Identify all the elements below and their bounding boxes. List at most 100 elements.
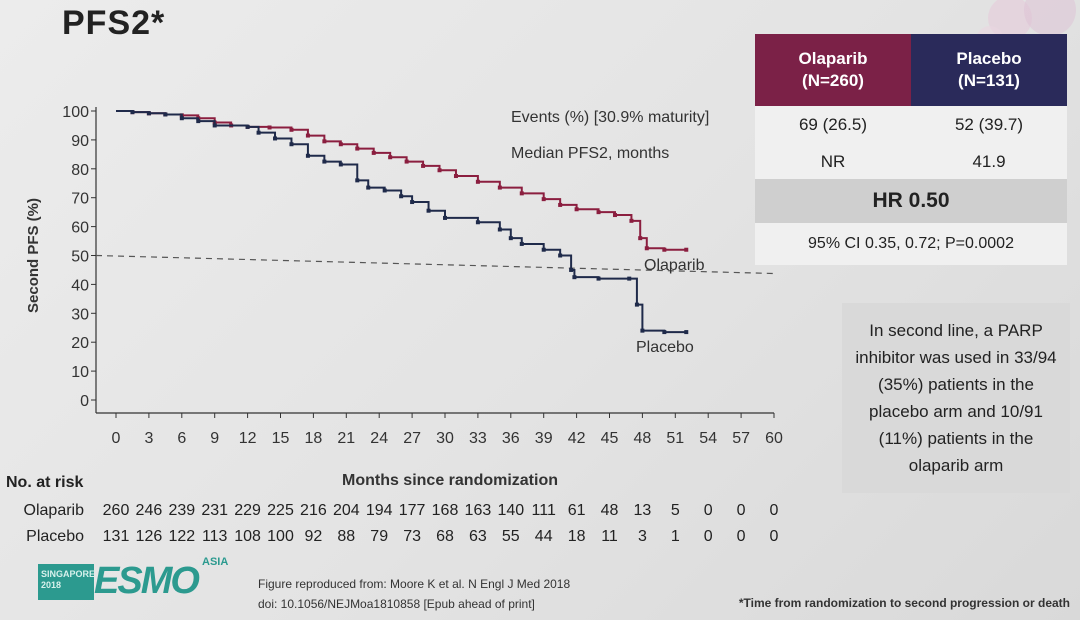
at-risk-value: 225 [267, 502, 294, 519]
censor-mark-placebo [662, 330, 667, 335]
censor-mark-placebo [627, 276, 632, 281]
at-risk-value: 79 [370, 528, 388, 545]
censor-mark-olaparib [289, 127, 294, 132]
y-tick-label: 90 [71, 133, 89, 150]
censor-mark-olaparib [612, 213, 617, 218]
at-risk-value: 44 [535, 528, 553, 545]
x-tick-label: 18 [305, 430, 323, 447]
at-risk-value: 0 [770, 528, 779, 545]
censor-mark-placebo [130, 110, 135, 115]
parp-inhibitor-note: In second line, a PARP inhibitor was use… [842, 303, 1070, 493]
at-risk-value: 5 [671, 502, 680, 519]
at-risk-value: 131 [103, 528, 130, 545]
x-axis-title: Months since randomization [342, 472, 558, 489]
y-tick-label: 20 [71, 335, 89, 352]
at-risk-value: 239 [168, 502, 195, 519]
x-tick-label: 9 [210, 430, 219, 447]
at-risk-row-label: Placebo [26, 528, 84, 545]
at-risk-value: 229 [234, 502, 261, 519]
censor-mark-placebo [212, 123, 217, 128]
censor-mark-placebo [399, 194, 404, 199]
stats-table: Olaparib (N=260) Placebo (N=131) 69 (26.… [755, 34, 1067, 265]
censor-mark-olaparib [684, 247, 689, 252]
censor-mark-placebo [640, 328, 645, 333]
at-risk-value: 0 [770, 502, 779, 519]
x-tick-label: 60 [765, 430, 783, 447]
placebo-header: Placebo (N=131) [911, 34, 1067, 106]
censor-mark-placebo [443, 215, 447, 220]
at-risk-value: 163 [465, 502, 492, 519]
censor-mark-placebo [305, 153, 310, 158]
stats-table-header: Olaparib (N=260) Placebo (N=131) [755, 34, 1067, 106]
at-risk-value: 108 [234, 528, 261, 545]
at-risk-value: 113 [202, 528, 228, 545]
at-risk-value: 63 [469, 528, 487, 545]
x-tick-label: 12 [239, 430, 257, 447]
censor-mark-placebo [684, 330, 689, 335]
x-tick-label: 48 [634, 430, 652, 447]
censor-mark-placebo [410, 200, 415, 205]
censor-mark-olaparib [388, 155, 393, 160]
logo-esmo: ESMO [94, 560, 200, 602]
censor-mark-placebo [245, 124, 250, 129]
at-risk-value: 246 [136, 502, 163, 519]
olaparib-header: Olaparib (N=260) [755, 34, 911, 106]
censor-mark-placebo [572, 275, 577, 280]
censor-mark-olaparib [355, 146, 360, 151]
censor-mark-placebo [273, 136, 278, 141]
logo-asia: ASIA [202, 556, 229, 568]
x-tick-label: 3 [144, 430, 153, 447]
median-pfs2-label: Median PFS2, months [511, 145, 669, 162]
y-tick-label: 50 [71, 249, 89, 266]
x-tick-label: 24 [370, 430, 388, 447]
censor-mark-olaparib [629, 218, 634, 223]
censor-mark-olaparib [437, 168, 442, 173]
x-tick-label: 36 [502, 430, 520, 447]
slide-title: PFS2* [62, 4, 166, 42]
y-tick-label: 40 [71, 277, 89, 294]
at-risk-value: 168 [432, 502, 459, 519]
censor-mark-placebo [475, 220, 480, 225]
x-tick-label: 39 [535, 430, 553, 447]
censor-mark-placebo [596, 276, 601, 281]
censor-mark-placebo [426, 208, 431, 213]
at-risk-value: 73 [403, 528, 421, 545]
censor-mark-olaparib [541, 197, 546, 202]
censor-mark-placebo [179, 116, 184, 121]
censor-mark-olaparib [371, 150, 376, 155]
at-risk-value: 204 [333, 502, 360, 519]
at-risk-value: 0 [704, 528, 713, 545]
x-tick-label: 45 [601, 430, 619, 447]
censor-mark-placebo [541, 247, 546, 252]
median-olaparib-cell: NR [820, 151, 846, 171]
at-risk-value: 1 [671, 528, 680, 545]
footnote: *Time from randomization to second progr… [738, 596, 1070, 610]
logo-location: SINGAPORE 2018 [38, 564, 95, 600]
x-tick-label: 27 [403, 430, 421, 447]
censor-mark-olaparib [519, 191, 524, 196]
at-risk-value: 177 [399, 502, 426, 519]
censor-mark-placebo [569, 267, 574, 272]
at-risk-value: 88 [337, 528, 355, 545]
x-tick-label: 30 [436, 430, 454, 447]
at-risk-value: 0 [704, 502, 713, 519]
x-tick-label: 21 [337, 430, 355, 447]
x-tick-label: 6 [177, 430, 186, 447]
at-risk-value: 140 [497, 502, 524, 519]
censor-mark-olaparib [453, 174, 458, 179]
at-risk-value: 68 [436, 528, 454, 545]
censor-mark-placebo [289, 142, 294, 147]
censor-mark-placebo [366, 185, 371, 190]
censor-mark-olaparib [638, 236, 643, 241]
y-tick-label: 100 [62, 104, 89, 121]
at-risk-value: 55 [502, 528, 520, 545]
censor-mark-olaparib [305, 133, 310, 138]
events-placebo-cell: 52 (39.7) [954, 115, 1024, 134]
series-line-olaparib [116, 110, 687, 251]
series-label-placebo: Placebo [636, 339, 694, 356]
at-risk-value: 194 [366, 502, 393, 519]
censor-mark-olaparib [322, 139, 327, 144]
y-tick-label: 80 [71, 162, 89, 179]
reference-line-1: Figure reproduced from: Moore K et al. N… [258, 577, 571, 591]
